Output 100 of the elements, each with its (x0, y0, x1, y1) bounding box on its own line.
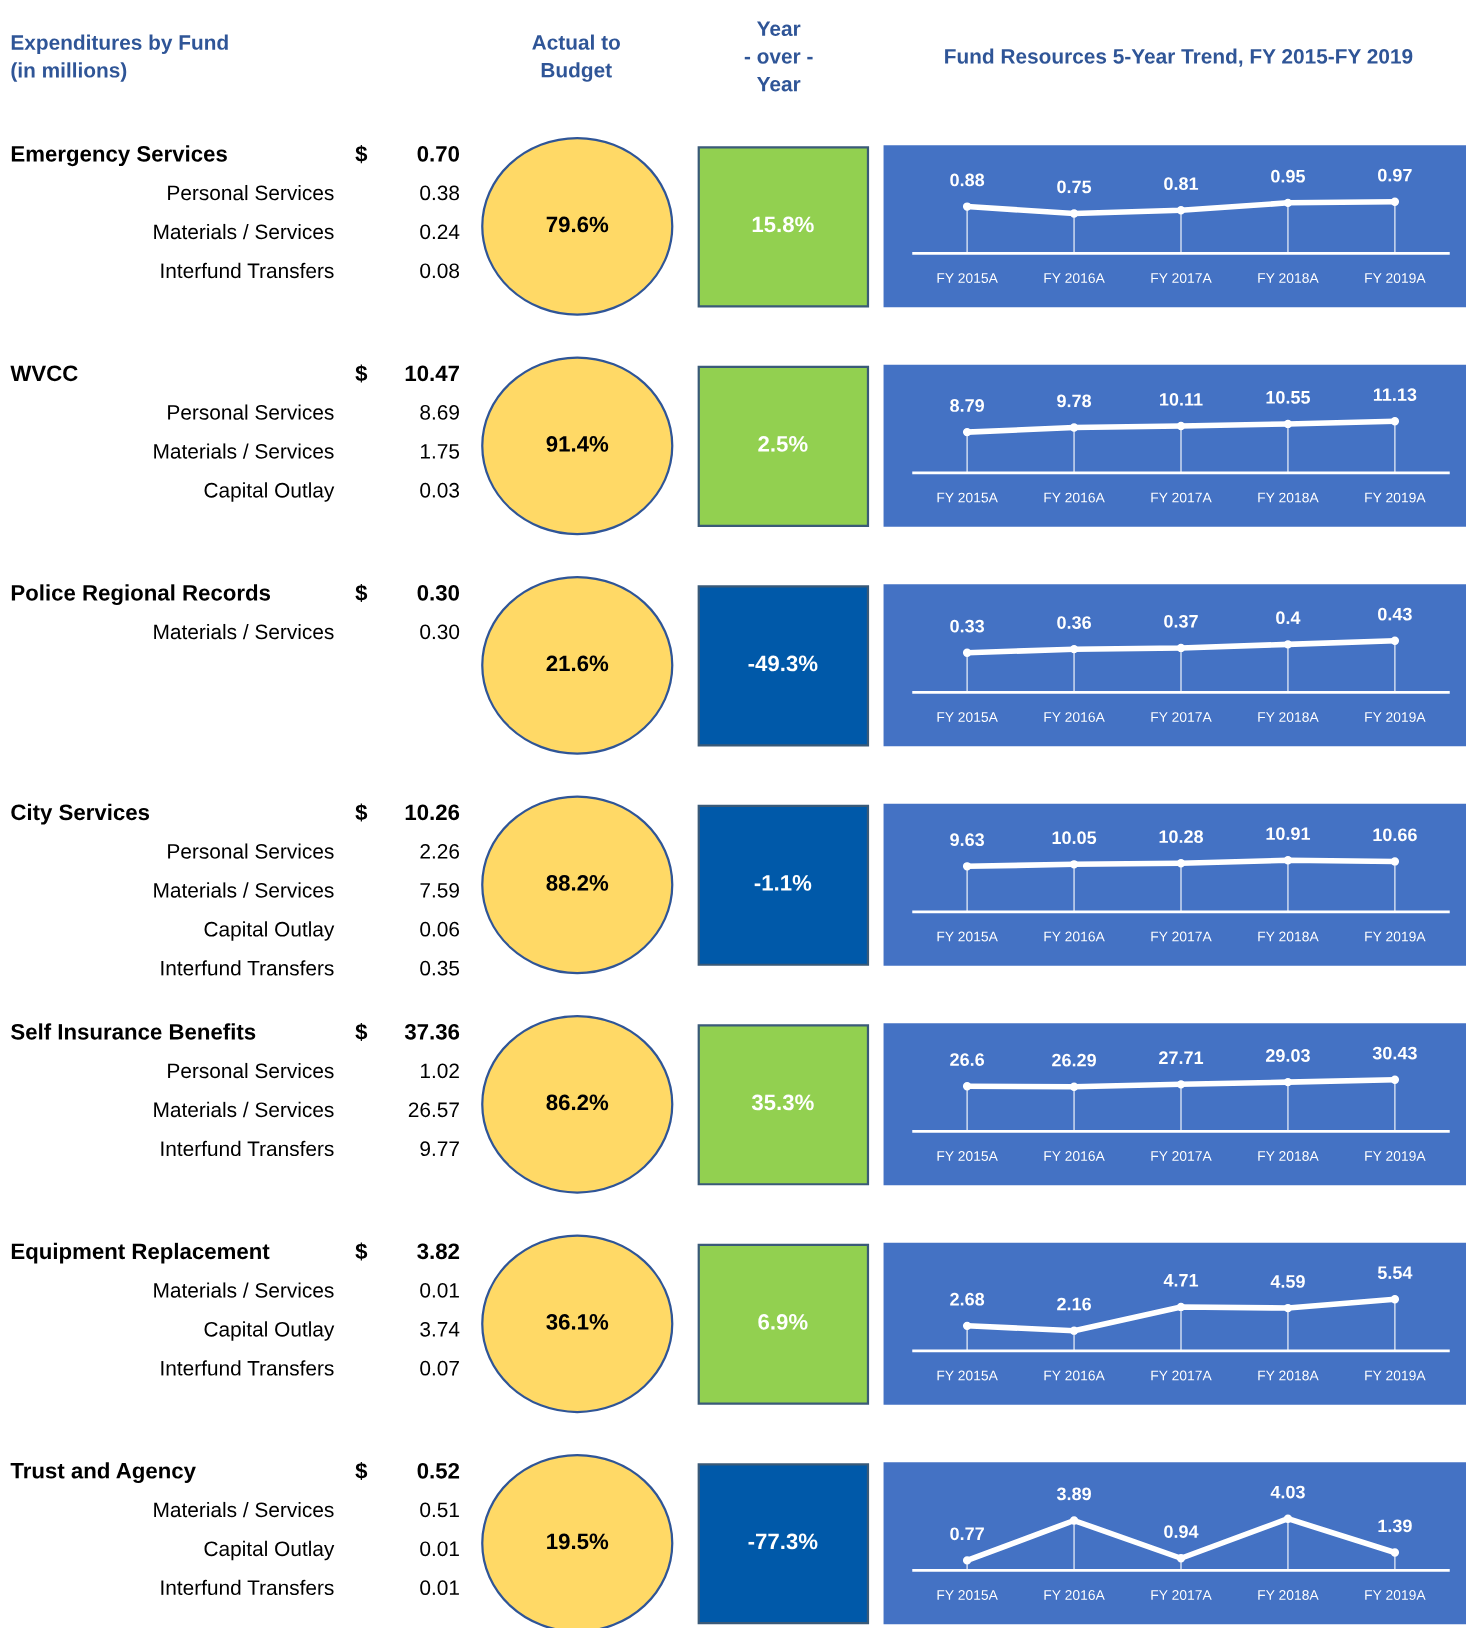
text: -1.1% (754, 875, 812, 891)
category-label: Interfund Transfers (161, 262, 334, 279)
data-label: 0.77 (950, 1527, 984, 1541)
point (1390, 417, 1400, 426)
data-label: 0.94 (1164, 1525, 1199, 1539)
text: $ (355, 583, 368, 603)
category-label: Materials / Services (154, 1101, 334, 1118)
category-label: Capital Outlay (204, 921, 335, 941)
x-tick-label: FY 2016A (1044, 273, 1105, 283)
text: Police Regional Records (11, 584, 271, 606)
x-tick-label: FY 2018A (1258, 1370, 1319, 1381)
text: 86.2% (546, 1094, 609, 1111)
text: WVCC (10, 365, 78, 382)
data-label: 2.16 (1057, 1297, 1091, 1311)
x-tick-label: FY 2016A (1044, 931, 1105, 942)
data-label: 4.71 (1163, 1274, 1199, 1287)
data-label: 0.43 (1378, 607, 1412, 621)
x-tick-label: FY 2018A (1258, 492, 1319, 503)
point (1283, 1303, 1293, 1313)
text: Expenditures by Fund (in millions) (11, 34, 228, 82)
point (1283, 198, 1293, 208)
data-label: 0.97 (1378, 168, 1412, 182)
text: Self Insurance Benefits (11, 1023, 256, 1040)
text: -77.3% (748, 1533, 818, 1550)
data-label: 5.54 (1377, 1266, 1413, 1279)
point (962, 427, 972, 437)
data-label: 10.66 (1373, 828, 1417, 842)
text: Emergency Services (11, 145, 227, 167)
text: 0.01 (420, 1580, 459, 1596)
text: 0.01 (420, 1541, 459, 1557)
text: Trust and Agency (10, 1462, 196, 1484)
point (1390, 1548, 1400, 1557)
text: 79.6% (546, 216, 609, 233)
point (962, 1082, 972, 1091)
data-label: 0.88 (950, 173, 985, 187)
x-tick-label: FY 2017A (1151, 931, 1212, 942)
data-label: 8.79 (950, 399, 985, 412)
data-label: 2.68 (950, 1292, 985, 1306)
text: 6.9% (758, 1314, 808, 1330)
point (1390, 197, 1400, 206)
data-label: 10.05 (1052, 831, 1097, 845)
data-label: 0.33 (950, 619, 985, 633)
point (1069, 1516, 1079, 1525)
x-tick-label: FY 2018A (1258, 1151, 1319, 1161)
data-label: 3.89 (1056, 1487, 1091, 1501)
text: Actual to Budget (532, 34, 620, 82)
x-tick-label: FY 2018A (1258, 273, 1319, 283)
text: 3.74 (420, 1321, 460, 1337)
text: 0.38 (420, 185, 460, 201)
text: 3.82 (417, 1243, 460, 1260)
text: $ (355, 803, 368, 822)
category-label: Interfund Transfers (161, 1579, 334, 1596)
text: Year - over - Year (744, 21, 813, 92)
category-label: Materials / Services (154, 1501, 334, 1518)
data-label: 10.28 (1159, 830, 1204, 843)
text: 0.24 (420, 224, 460, 240)
point (962, 1321, 972, 1331)
point (1176, 421, 1186, 431)
category-label: Personal Services (168, 843, 334, 859)
x-tick-label: FY 2016A (1044, 1590, 1105, 1600)
text: -49.3% (748, 655, 818, 672)
text: $ (355, 1022, 368, 1042)
text: Equipment Replacement (11, 1242, 270, 1264)
x-tick-label: FY 2016A (1044, 1370, 1105, 1381)
text: 0.01 (420, 1282, 459, 1298)
point (1176, 859, 1186, 868)
data-label: 1.39 (1378, 1519, 1412, 1533)
data-label: 9.78 (1057, 394, 1092, 408)
text: 10.26 (405, 804, 460, 821)
category-label: Capital Outlay (204, 1540, 335, 1561)
x-tick-label: FY 2019A (1365, 931, 1426, 942)
category-label: Materials / Services (154, 623, 334, 640)
point (962, 1556, 972, 1565)
text: 37.36 (404, 1023, 460, 1040)
x-tick-label: FY 2016A (1044, 492, 1105, 503)
x-tick-label: FY 2016A (1044, 712, 1105, 722)
category-label: Materials / Services (154, 443, 334, 459)
data-label: 0.75 (1057, 180, 1092, 194)
text: 8.69 (420, 405, 459, 420)
point (1390, 857, 1400, 866)
category-label: Personal Services (168, 404, 334, 420)
data-label: 0.36 (1057, 616, 1091, 629)
data-label: 9.63 (950, 833, 985, 847)
text: 21.6% (546, 655, 609, 672)
text: 91.4% (546, 436, 609, 452)
text: 0.08 (420, 263, 460, 279)
point (1176, 206, 1186, 215)
point (1390, 636, 1400, 645)
text: 0.30 (420, 624, 460, 640)
text: $ (355, 144, 368, 164)
x-tick-label: FY 2019A (1365, 1590, 1426, 1600)
text: 0.35 (420, 960, 460, 976)
point (962, 648, 972, 657)
text: 26.57 (408, 1102, 459, 1118)
text: 1.02 (420, 1063, 459, 1079)
text: Fund Resources 5-Year Trend, FY 2015-FY 2019 (945, 48, 1413, 67)
x-tick-label: FY 2015A (937, 492, 998, 503)
x-tick-label: FY 2017A (1151, 1151, 1212, 1161)
text: $ (355, 364, 368, 383)
text: 0.51 (420, 1502, 459, 1518)
